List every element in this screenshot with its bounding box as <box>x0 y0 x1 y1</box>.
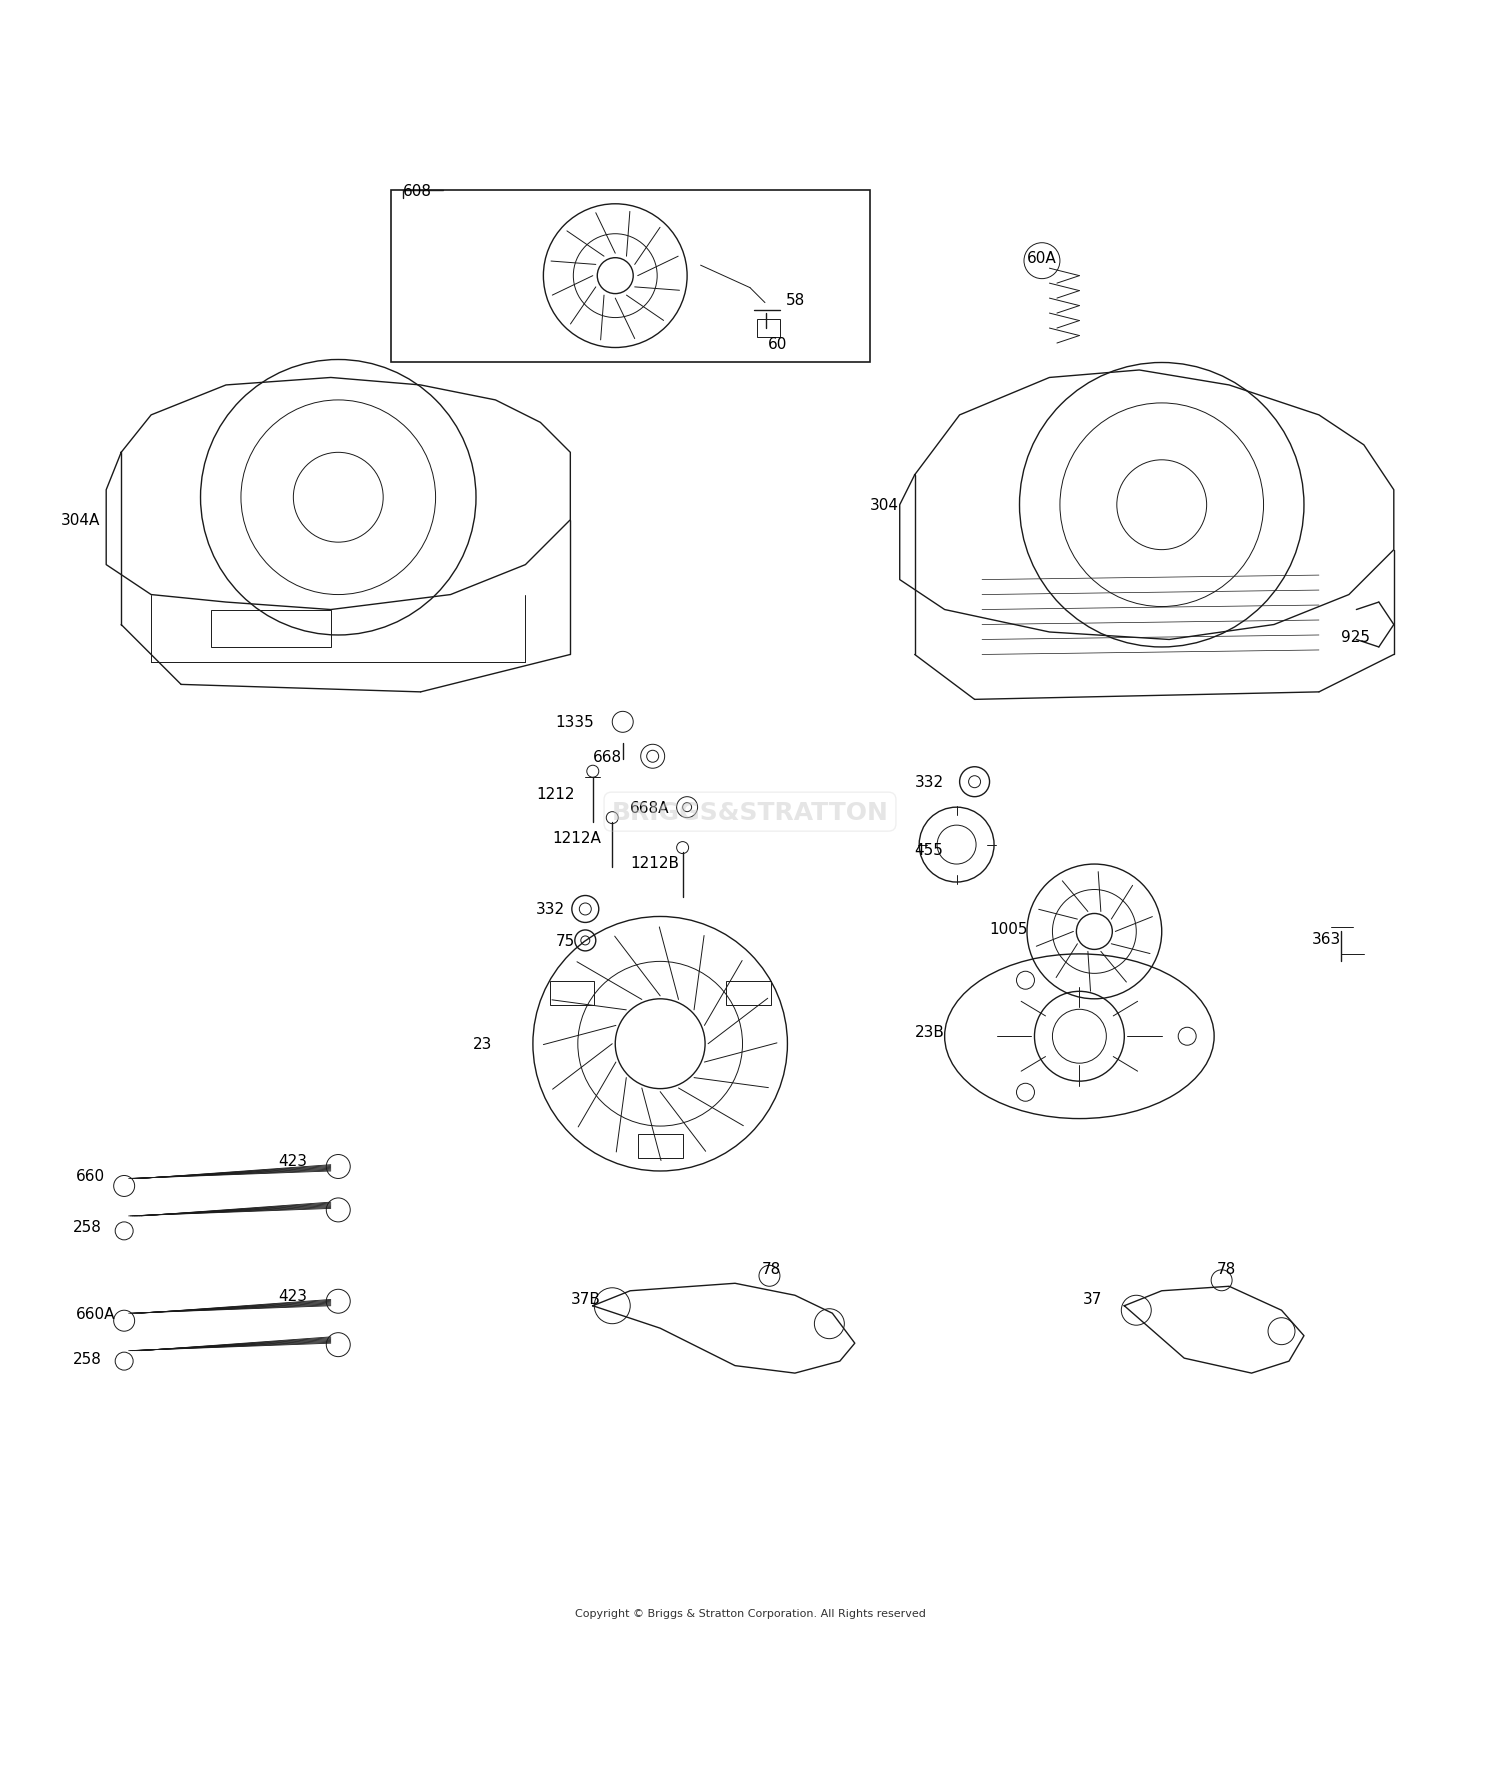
Bar <box>390 191 870 363</box>
Text: 1335: 1335 <box>555 716 594 730</box>
Text: 363: 363 <box>1311 932 1341 946</box>
Text: 304A: 304A <box>62 513 100 528</box>
Text: 1212: 1212 <box>536 787 574 801</box>
Text: 258: 258 <box>74 1218 102 1234</box>
Bar <box>638 1134 682 1157</box>
Bar <box>211 610 332 648</box>
Text: 78: 78 <box>762 1261 782 1276</box>
Text: 332: 332 <box>915 775 944 789</box>
Text: 455: 455 <box>915 843 944 857</box>
Bar <box>758 320 780 338</box>
Text: 23: 23 <box>472 1036 492 1052</box>
Text: 423: 423 <box>279 1288 308 1302</box>
Text: 1212A: 1212A <box>552 830 602 844</box>
Text: 608: 608 <box>402 184 432 199</box>
Text: 332: 332 <box>536 902 566 918</box>
Text: 258: 258 <box>74 1351 102 1365</box>
Text: 1005: 1005 <box>990 921 1028 936</box>
Text: 304: 304 <box>870 497 898 513</box>
Bar <box>726 982 771 1005</box>
Text: 660A: 660A <box>76 1306 116 1320</box>
Text: 60: 60 <box>768 336 788 351</box>
Text: 37B: 37B <box>570 1292 600 1306</box>
Text: 423: 423 <box>279 1154 308 1168</box>
Text: 78: 78 <box>1216 1261 1236 1276</box>
Text: 60A: 60A <box>1028 250 1056 267</box>
Text: 75: 75 <box>555 934 574 948</box>
Text: 668: 668 <box>592 750 622 764</box>
Text: Copyright © Briggs & Stratton Corporation. All Rights reserved: Copyright © Briggs & Stratton Corporatio… <box>574 1608 926 1617</box>
Text: 660: 660 <box>76 1168 105 1183</box>
Text: 925: 925 <box>1341 630 1371 644</box>
Text: 1212B: 1212B <box>630 855 680 871</box>
Text: 58: 58 <box>786 293 806 308</box>
Bar <box>549 982 594 1005</box>
Text: 23B: 23B <box>915 1025 945 1039</box>
Text: 37: 37 <box>1083 1292 1102 1306</box>
Text: BRIGGS&STRATTON: BRIGGS&STRATTON <box>612 800 888 825</box>
Text: 668A: 668A <box>630 800 669 816</box>
